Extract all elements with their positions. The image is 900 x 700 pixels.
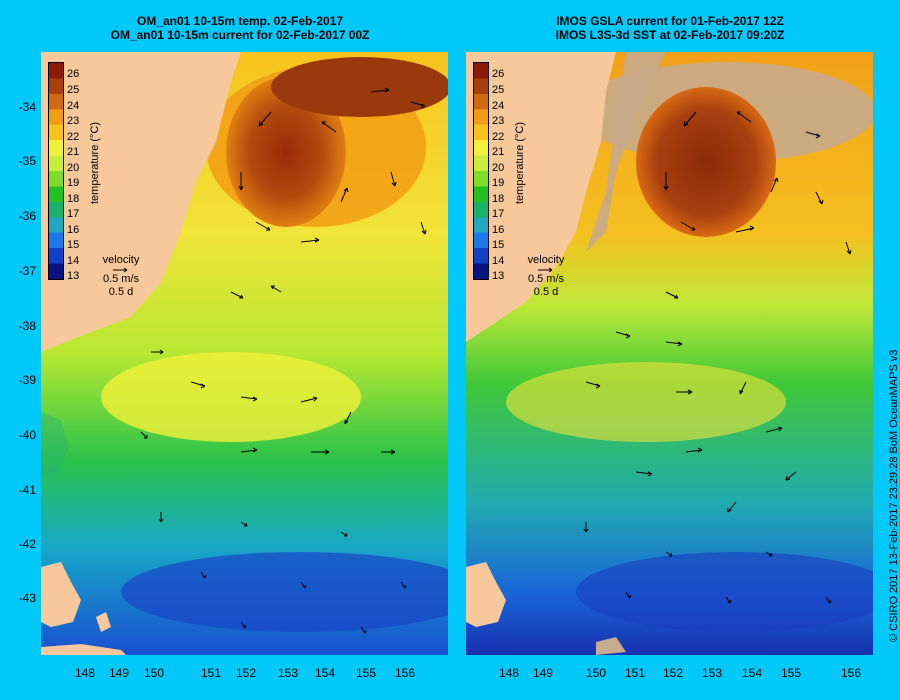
- lat-label: -41: [18, 483, 36, 497]
- right-temperature-map: [466, 52, 873, 655]
- lon-label: 155: [355, 666, 377, 680]
- colorbar-tick: 22: [492, 131, 505, 143]
- lon-label: 155: [780, 666, 802, 680]
- lon-label: 152: [235, 666, 257, 680]
- colorbar-tick: 17: [492, 208, 505, 220]
- colorbar-tick: 25: [492, 84, 505, 96]
- lon-label: 149: [108, 666, 130, 680]
- colorbar-tick: 17: [67, 208, 80, 220]
- left-current-arrows: [140, 87, 427, 634]
- velocity-duration: 0.5 d: [533, 286, 559, 298]
- lon-label: 148: [498, 666, 520, 680]
- colorbar-tick: 18: [492, 193, 505, 205]
- lat-label: -38: [18, 319, 36, 333]
- colorbar-tick: 16: [492, 224, 505, 236]
- colorbar-tick: 26: [67, 68, 80, 80]
- colorbar-tick: 22: [67, 131, 80, 143]
- left-title-line1: OM_an01 10-15m temp. 02-Feb-2017: [136, 14, 344, 28]
- lon-label: 150: [143, 666, 165, 680]
- colorbar-tick: 26: [492, 68, 505, 80]
- right-colorbar: [473, 62, 489, 280]
- lat-label: -40: [18, 428, 36, 442]
- colorbar-tick: 19: [492, 177, 505, 189]
- colorbar-tick: 13: [492, 270, 505, 282]
- right-title-line2: IMOS L3S-3d SST at 02-Feb-2017 09:20Z: [555, 28, 785, 42]
- lat-label: -39: [18, 373, 36, 387]
- velocity-arrow-icon: [516, 267, 576, 273]
- colorbar-tick: 19: [67, 177, 80, 189]
- left-panel-title: OM_an01 10-15m temp. 02-Feb-2017 OM_an01…: [30, 14, 450, 42]
- lon-label: 151: [200, 666, 222, 680]
- velocity-label: velocity: [102, 254, 140, 266]
- lon-label: 154: [314, 666, 336, 680]
- left-map-panel: 26 25 24 23 22 21 20 19 18 17 16 15 14 1…: [41, 52, 448, 655]
- colorbar-tick: 23: [492, 115, 505, 127]
- lon-label: 154: [741, 666, 763, 680]
- lat-label: -35: [18, 154, 36, 168]
- velocity-duration: 0.5 d: [108, 286, 134, 298]
- velocity-arrow-icon: [91, 267, 151, 273]
- lat-label: -42: [18, 537, 36, 551]
- lon-label: 153: [701, 666, 723, 680]
- velocity-speed: 0.5 m/s: [102, 273, 140, 285]
- lat-label: -36: [18, 209, 36, 223]
- velocity-label: velocity: [527, 254, 565, 266]
- lon-label: 148: [74, 666, 96, 680]
- colorbar-title: temperature (°C): [89, 121, 101, 204]
- lon-label: 156: [394, 666, 416, 680]
- lon-label: 151: [624, 666, 646, 680]
- colorbar-tick: 15: [67, 239, 80, 251]
- colorbar-tick: 15: [492, 239, 505, 251]
- colorbar-tick: 24: [492, 100, 505, 112]
- right-panel-title: IMOS GSLA current for 01-Feb-2017 12Z IM…: [460, 14, 880, 42]
- colorbar-tick: 18: [67, 193, 80, 205]
- velocity-speed: 0.5 m/s: [527, 273, 565, 285]
- lat-label: -43: [18, 591, 36, 605]
- lat-label: -34: [18, 100, 36, 114]
- colorbar-tick: 16: [67, 224, 80, 236]
- left-title-line2: OM_an01 10-15m current for 02-Feb-2017 0…: [110, 28, 370, 42]
- left-colorbar: [48, 62, 64, 280]
- lon-label: 152: [662, 666, 684, 680]
- colorbar-tick: 24: [67, 100, 80, 112]
- colorbar-tick: 21: [492, 146, 505, 158]
- velocity-legend: velocity 0.5 m/s 0.5 d: [516, 254, 576, 299]
- credit-text: © CSIRO 2017 13-Feb-2017 23:29:28 BoM Oc…: [888, 349, 900, 642]
- right-title-line1: IMOS GSLA current for 01-Feb-2017 12Z: [556, 14, 784, 28]
- colorbar-tick: 13: [67, 270, 80, 282]
- lon-label: 153: [277, 666, 299, 680]
- colorbar-tick: 14: [67, 255, 80, 267]
- colorbar-title: temperature (°C): [514, 121, 526, 204]
- lat-label: -37: [18, 264, 36, 278]
- lon-label: 149: [532, 666, 554, 680]
- left-temperature-map: [41, 52, 448, 655]
- lon-label: 156: [840, 666, 862, 680]
- colorbar-tick: 20: [67, 162, 80, 174]
- colorbar-tick: 21: [67, 146, 80, 158]
- colorbar-tick: 20: [492, 162, 505, 174]
- right-map-panel: 26 25 24 23 22 21 20 19 18 17 16 15 14 1…: [466, 52, 873, 655]
- lon-label: 150: [585, 666, 607, 680]
- colorbar-tick: 25: [67, 84, 80, 96]
- right-current-arrows: [583, 111, 852, 604]
- colorbar-tick: 14: [492, 255, 505, 267]
- colorbar-tick: 23: [67, 115, 80, 127]
- velocity-legend: velocity 0.5 m/s 0.5 d: [91, 254, 151, 299]
